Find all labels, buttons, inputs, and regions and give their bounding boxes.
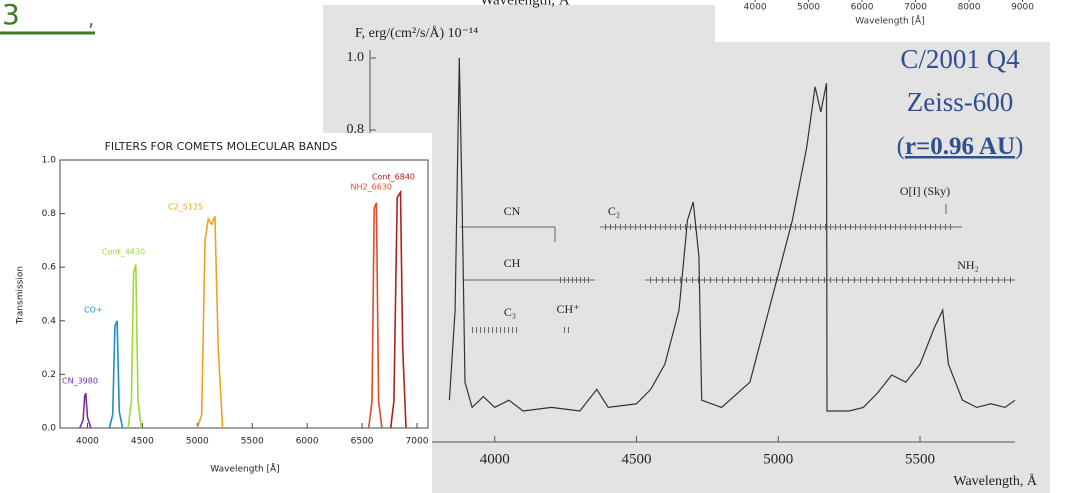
y-tick-label: 1.0	[347, 50, 365, 65]
data-line	[196, 215, 224, 429]
band-label: CH⁺	[556, 302, 579, 316]
slide-number: 3	[2, 0, 20, 31]
legend-label: Cont_4430	[102, 248, 145, 257]
legend-label: C2_5125	[168, 203, 203, 212]
filter-chart: FILTERS FOR COMETS MOLECULAR BANDS Wavel…	[10, 133, 432, 493]
x-axis-label: Wavelength [Å]	[210, 463, 279, 475]
x-axis-label: Wavelength [Å]	[855, 15, 924, 27]
x-tick-label: 4500	[622, 451, 652, 467]
y-axis-label: Transmission	[16, 266, 26, 325]
x-tick-label: 5000	[797, 3, 820, 13]
band-label: O[I] (Sky)	[900, 184, 950, 198]
data-line	[448, 57, 1016, 412]
legend-label: CO+	[84, 306, 103, 315]
filter-background	[10, 133, 432, 493]
data-line	[127, 264, 143, 429]
y-axis-label: F, erg/(cm²/s/Å) 10⁻¹⁴	[355, 25, 478, 41]
x-tick-label: 6500	[351, 437, 374, 447]
y-tick-label: 0.4	[42, 316, 57, 326]
x-tick-label: 6000	[851, 3, 874, 13]
x-tick-label: 6000	[296, 437, 319, 447]
distance-line: (r=0.96 AU)	[897, 133, 1024, 160]
x-axis-label: Wavelength, Å	[953, 473, 1038, 489]
top-chart-background	[715, 0, 1076, 42]
legend-label: CN_3980	[62, 377, 98, 386]
legend-label: NH2_6630	[351, 183, 392, 192]
paren: (	[897, 133, 905, 160]
x-tick-label: 7000	[904, 3, 927, 13]
plot-frame	[59, 159, 429, 429]
x-tick-label: 4000	[744, 3, 767, 13]
data-line	[108, 320, 124, 429]
x-tick-label: 5000	[763, 451, 793, 467]
band-markers	[460, 204, 1015, 333]
x-tick-label: 8000	[958, 3, 981, 13]
chart-title: FILTERS FOR COMETS MOLECULAR BANDS	[105, 140, 338, 153]
y-tick-label: 1.0	[42, 156, 57, 166]
band-label: CN	[504, 204, 521, 218]
y-tick-label: 0.2	[42, 370, 56, 380]
telescope: Zeiss-600	[907, 87, 1013, 117]
x-tick-label: 5500	[905, 451, 935, 467]
x-tick-label: 5500	[241, 437, 264, 447]
top-axis-chart: Wavelength [Å] 4000 5000 6000 7000 8000 9000	[715, 0, 1076, 42]
paren: )	[1015, 133, 1023, 160]
data-line	[79, 392, 92, 429]
x-tick-label: 4000	[76, 437, 99, 447]
legend-label: Cont_6840	[372, 173, 415, 182]
band-label: C₃	[504, 305, 516, 319]
y-tick-label: 0.8	[42, 209, 57, 219]
band-label: NH₂	[957, 258, 979, 272]
band-label: C₂	[608, 204, 620, 218]
spectrum-chart: Wavelength, Å F, erg/(cm²/s/Å) 10⁻¹⁴ Wav…	[323, 0, 1050, 493]
data-line	[367, 202, 383, 429]
x-tick-label: 9000	[1011, 3, 1034, 13]
x-tick-label: 7000	[406, 437, 429, 447]
x-tick-label: 4500	[131, 437, 154, 447]
object-name: C/2001 Q4	[900, 44, 1020, 74]
x-tick-label: 5000	[186, 437, 209, 447]
data-line	[389, 189, 407, 429]
spectrum-background	[323, 5, 1050, 493]
x-tick-label: 4000	[480, 451, 510, 467]
slide-text: 3 , C/2001 Q4 Zeiss-600 (r=0.96 AU)	[0, 0, 1023, 160]
y-tick-label: 0.0	[42, 424, 57, 434]
band-label: CH	[504, 256, 521, 270]
slide-mark: ,	[88, 7, 94, 31]
distance: r=0.96 AU	[905, 133, 1015, 160]
y-tick-label: 0.6	[42, 263, 57, 273]
hidden-caption: Wavelength, Å	[480, 0, 570, 8]
